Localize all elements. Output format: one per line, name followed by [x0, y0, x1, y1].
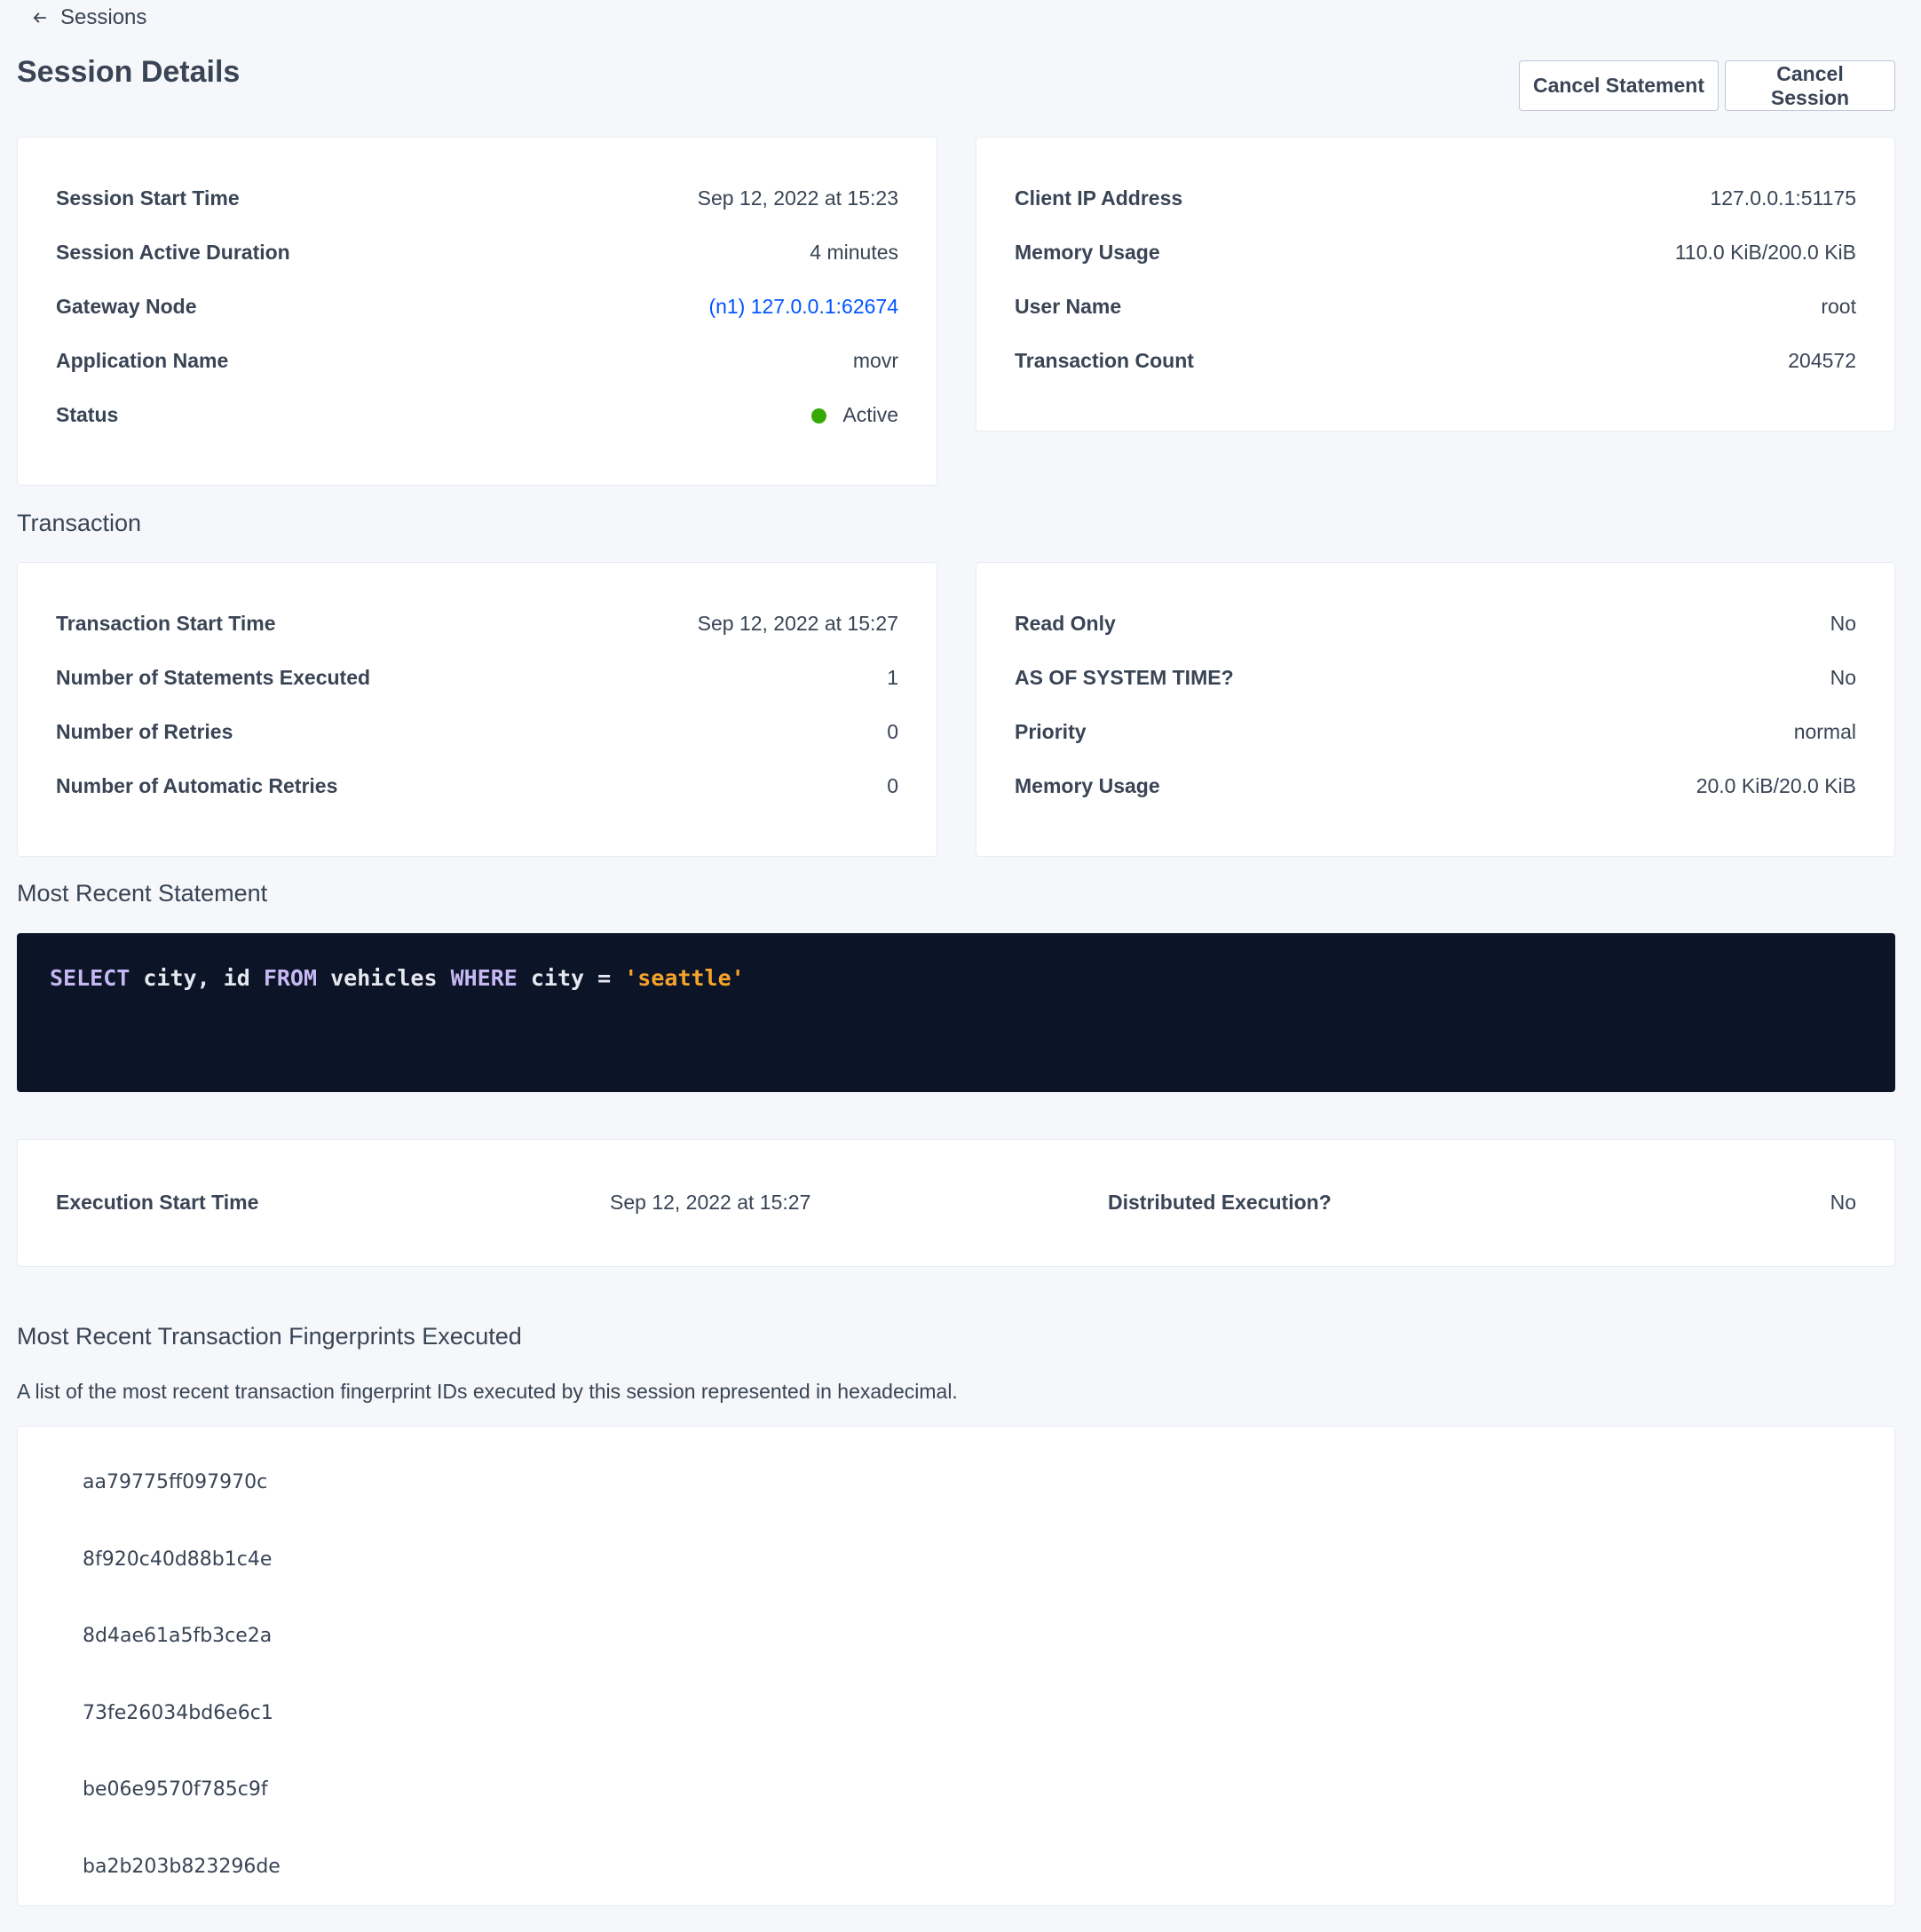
row-value: No	[1830, 612, 1856, 635]
row-value: Sep 12, 2022 at 15:23	[697, 186, 898, 210]
status-dot-icon	[811, 408, 827, 424]
list-item: 8f920c40d88b1c4e	[83, 1548, 273, 1571]
sql-string: 'seattle'	[624, 965, 745, 991]
status-badge: Active	[811, 403, 898, 427]
row-label: Status	[56, 403, 119, 426]
row-label: Memory Usage	[1015, 241, 1160, 264]
back-label: Sessions	[60, 5, 147, 29]
list-item: ba2b203b823296de	[83, 1856, 281, 1878]
row-value: 1	[887, 666, 898, 689]
fingerprints-list: aa79775ff097970c 8f920c40d88b1c4e 8d4ae6…	[17, 1426, 1895, 1906]
gateway-node-row: Gateway Node (n1) 127.0.0.1:62674	[56, 280, 898, 334]
session-client-card: Client IP Address 127.0.0.1:51175 Memory …	[976, 137, 1895, 432]
row-label: Session Active Duration	[56, 241, 290, 264]
row-label: Priority	[1015, 720, 1087, 743]
transaction-info-card: Transaction Start Time Sep 12, 2022 at 15…	[17, 562, 937, 857]
session-duration-row: Session Active Duration 4 minutes	[56, 226, 898, 280]
distributed-label: Distributed Execution?	[1108, 1191, 1332, 1214]
status-text: Active	[842, 403, 898, 426]
row-value: 4 minutes	[810, 241, 898, 264]
sql-keyword: FROM	[263, 965, 318, 991]
transaction-options-card: Read Only No AS OF SYSTEM TIME? No Priorit…	[976, 562, 1895, 857]
sql-text-part: vehicles	[317, 965, 451, 991]
row-label: AS OF SYSTEM TIME?	[1015, 666, 1234, 689]
priority-row: Priority normal	[1015, 705, 1856, 759]
transaction-heading: Transaction	[17, 510, 142, 536]
cancel-statement-button[interactable]: Cancel Statement	[1519, 60, 1719, 111]
sql-keyword: SELECT	[50, 965, 130, 991]
list-item: be06e9570f785c9f	[83, 1778, 268, 1801]
cancel-session-button[interactable]: Cancel Session	[1725, 60, 1895, 111]
exec-start-value: Sep 12, 2022 at 15:27	[610, 1191, 811, 1214]
as-of-system-time-row: AS OF SYSTEM TIME? No	[1015, 651, 1856, 705]
row-value: 204572	[1788, 349, 1856, 372]
list-item: aa79775ff097970c	[83, 1471, 268, 1493]
sql-text: SELECT city, id FROM vehicles WHERE city…	[50, 965, 745, 991]
sql-keyword: WHERE	[450, 965, 518, 991]
user-name-row: User Name root	[1015, 280, 1856, 334]
distributed-value: No	[1830, 1191, 1856, 1214]
page-title: Session Details	[17, 55, 241, 89]
row-label: User Name	[1015, 295, 1122, 318]
row-value: 0	[887, 774, 898, 797]
row-label: Number of Statements Executed	[56, 666, 371, 689]
back-to-sessions-link[interactable]: Sessions	[32, 5, 146, 30]
row-value: normal	[1793, 720, 1856, 743]
application-name-row: Application Name movr	[56, 334, 898, 388]
arrow-left-icon	[33, 12, 46, 23]
list-item: 73fe26034bd6e6c1	[83, 1702, 273, 1724]
sql-statement-block: SELECT city, id FROM vehicles WHERE city…	[17, 933, 1895, 1092]
txn-start-time-row: Transaction Start Time Sep 12, 2022 at 15…	[56, 597, 898, 651]
row-value: movr	[852, 349, 898, 372]
row-label: Transaction Count	[1015, 349, 1194, 372]
sql-text-part: city, id	[130, 965, 264, 991]
row-label: Number of Automatic Retries	[56, 774, 338, 797]
row-label: Memory Usage	[1015, 774, 1160, 797]
fingerprints-heading: Most Recent Transaction Fingerprints Exe…	[17, 1323, 522, 1350]
txn-memory-usage-row: Memory Usage 20.0 KiB/20.0 KiB	[1015, 759, 1856, 813]
row-value: Sep 12, 2022 at 15:27	[697, 612, 898, 635]
statements-executed-row: Number of Statements Executed 1	[56, 651, 898, 705]
sql-text-part: city =	[517, 965, 625, 991]
row-label: Gateway Node	[56, 295, 197, 318]
list-item: 8d4ae61a5fb3ce2a	[83, 1625, 273, 1647]
session-start-time-row: Session Start Time Sep 12, 2022 at 15:23	[56, 171, 898, 226]
row-value: 0	[887, 720, 898, 743]
execution-card: Execution Start Time Sep 12, 2022 at 15:…	[17, 1139, 1895, 1267]
session-info-card: Session Start Time Sep 12, 2022 at 15:23 …	[17, 137, 937, 486]
row-label: Application Name	[56, 349, 229, 372]
row-value: 20.0 KiB/20.0 KiB	[1696, 774, 1856, 797]
memory-usage-row: Memory Usage 110.0 KiB/200.0 KiB	[1015, 226, 1856, 280]
row-value: 110.0 KiB/200.0 KiB	[1674, 241, 1856, 264]
row-label: Transaction Start Time	[56, 612, 276, 635]
transaction-count-row: Transaction Count 204572	[1015, 334, 1856, 388]
status-row: Status Active	[56, 388, 898, 442]
row-value: 127.0.0.1:51175	[1710, 186, 1856, 210]
fingerprints-description: A list of the most recent transaction fi…	[17, 1380, 958, 1403]
row-value: root	[1821, 295, 1856, 318]
read-only-row: Read Only No	[1015, 597, 1856, 651]
automatic-retries-row: Number of Automatic Retries 0	[56, 759, 898, 813]
row-label: Client IP Address	[1015, 186, 1183, 210]
row-value: No	[1830, 666, 1856, 689]
row-label: Number of Retries	[56, 720, 233, 743]
row-label: Read Only	[1015, 612, 1116, 635]
gateway-node-link[interactable]: (n1) 127.0.0.1:62674	[708, 295, 898, 318]
most-recent-statement-heading: Most Recent Statement	[17, 880, 268, 907]
row-label: Session Start Time	[56, 186, 240, 210]
retries-row: Number of Retries 0	[56, 705, 898, 759]
client-ip-row: Client IP Address 127.0.0.1:51175	[1015, 171, 1856, 226]
exec-start-label: Execution Start Time	[56, 1191, 259, 1214]
